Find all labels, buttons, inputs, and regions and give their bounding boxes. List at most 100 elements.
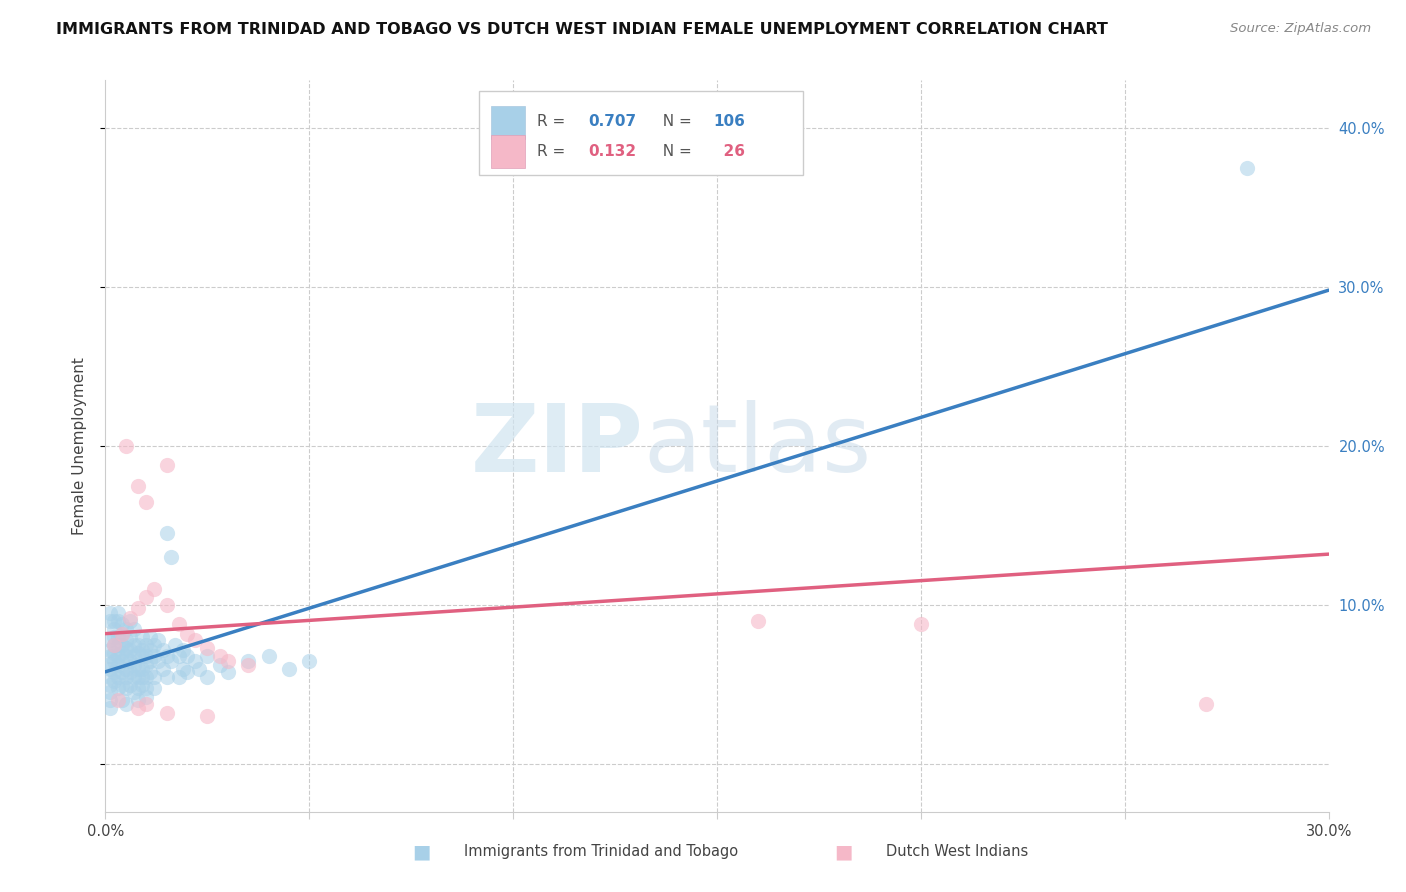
Point — [167, 617, 190, 632]
Point — [747, 614, 769, 628]
Point — [139, 630, 162, 644]
Point — [197, 648, 219, 663]
Text: R =: R = — [537, 114, 571, 129]
Point — [127, 701, 149, 715]
Point — [156, 598, 179, 612]
Point — [143, 669, 166, 683]
Point — [107, 693, 129, 707]
Point — [176, 665, 198, 679]
Point — [159, 550, 181, 565]
Point — [131, 630, 153, 644]
Point — [122, 622, 145, 636]
Point — [135, 590, 157, 604]
Text: 26: 26 — [713, 144, 745, 159]
Point — [208, 648, 231, 663]
Point — [148, 632, 170, 647]
Point — [122, 658, 145, 673]
Point — [115, 669, 138, 683]
Point — [98, 693, 121, 707]
Point — [107, 669, 129, 683]
Point — [111, 646, 134, 660]
Text: ZIP: ZIP — [471, 400, 644, 492]
Point — [197, 709, 219, 723]
Point — [148, 654, 170, 668]
Point — [131, 677, 153, 691]
Point — [156, 706, 179, 720]
Point — [159, 654, 181, 668]
Y-axis label: Female Unemployment: Female Unemployment — [72, 357, 87, 535]
Point — [135, 638, 157, 652]
Point — [163, 638, 186, 652]
Point — [176, 626, 198, 640]
Text: Source: ZipAtlas.com: Source: ZipAtlas.com — [1230, 22, 1371, 36]
Point — [1236, 161, 1258, 175]
Point — [107, 658, 129, 673]
Point — [98, 614, 121, 628]
Point — [197, 669, 219, 683]
Point — [118, 630, 141, 644]
Point — [208, 658, 231, 673]
Point — [156, 669, 179, 683]
Point — [122, 685, 145, 699]
Point — [188, 662, 211, 676]
Point — [176, 648, 198, 663]
Point — [135, 658, 157, 673]
Point — [135, 669, 157, 683]
Point — [107, 638, 129, 652]
Point — [217, 665, 239, 679]
Point — [111, 665, 134, 679]
Point — [135, 690, 157, 705]
Point — [115, 640, 138, 655]
Point — [127, 638, 149, 652]
Point — [98, 685, 121, 699]
Text: R =: R = — [537, 144, 571, 159]
Point — [127, 669, 149, 683]
Point — [107, 630, 129, 644]
Point — [152, 662, 174, 676]
Text: Dutch West Indians: Dutch West Indians — [886, 845, 1028, 859]
Point — [115, 681, 138, 695]
FancyBboxPatch shape — [478, 91, 803, 176]
Point — [98, 648, 121, 663]
Point — [139, 654, 162, 668]
Point — [103, 646, 125, 660]
Point — [135, 681, 157, 695]
Point — [156, 458, 179, 472]
Point — [111, 677, 134, 691]
Text: N =: N = — [654, 114, 697, 129]
Point — [115, 632, 138, 647]
Point — [127, 646, 149, 660]
Point — [135, 648, 157, 663]
Point — [111, 693, 134, 707]
Point — [135, 494, 157, 508]
Text: IMMIGRANTS FROM TRINIDAD AND TOBAGO VS DUTCH WEST INDIAN FEMALE UNEMPLOYMENT COR: IMMIGRANTS FROM TRINIDAD AND TOBAGO VS D… — [56, 22, 1108, 37]
Point — [98, 662, 121, 676]
Point — [111, 626, 134, 640]
Point — [910, 617, 932, 632]
Point — [103, 638, 125, 652]
Point — [98, 606, 121, 620]
Point — [127, 681, 149, 695]
Point — [103, 614, 125, 628]
Point — [98, 632, 121, 647]
Point — [143, 648, 166, 663]
Point — [131, 662, 153, 676]
Point — [139, 665, 162, 679]
Text: atlas: atlas — [644, 400, 872, 492]
Point — [257, 648, 280, 663]
Point — [278, 662, 301, 676]
Point — [118, 665, 141, 679]
Point — [111, 654, 134, 668]
Point — [167, 648, 190, 663]
Point — [98, 701, 121, 715]
Point — [127, 601, 149, 615]
Point — [236, 658, 260, 673]
Point — [118, 614, 141, 628]
Point — [118, 611, 141, 625]
Point — [298, 654, 321, 668]
Point — [103, 674, 125, 689]
Point — [111, 626, 134, 640]
Point — [98, 669, 121, 683]
Point — [115, 622, 138, 636]
FancyBboxPatch shape — [491, 136, 524, 168]
